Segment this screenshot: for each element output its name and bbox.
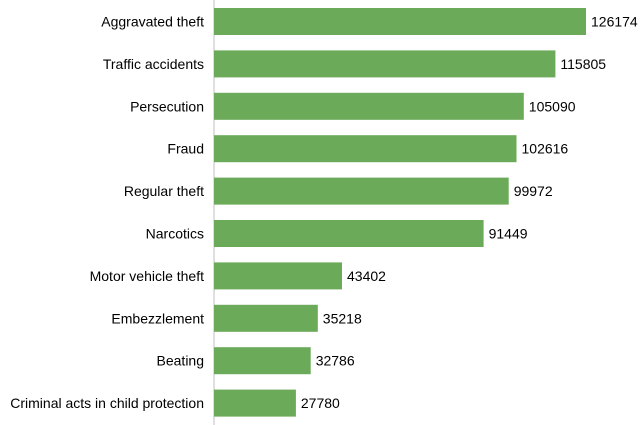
bar-9 — [214, 389, 296, 417]
bar-8 — [214, 347, 311, 375]
category-label-3: Fraud — [167, 141, 204, 157]
value-label-2: 105090 — [529, 98, 576, 114]
value-label-4: 99972 — [514, 183, 553, 199]
bar-4 — [214, 177, 509, 205]
value-label-7: 35218 — [323, 310, 362, 326]
bar-0 — [214, 8, 586, 35]
bar-3 — [214, 135, 517, 163]
value-label-8: 32786 — [316, 353, 355, 369]
category-label-7: Embezzlement — [111, 310, 204, 326]
category-label-6: Motor vehicle theft — [90, 268, 204, 284]
value-label-1: 115805 — [560, 56, 606, 72]
category-label-0: Aggravated theft — [101, 14, 204, 30]
value-label-9: 27780 — [301, 395, 340, 411]
bar-2 — [214, 92, 524, 120]
category-label-4: Regular theft — [124, 183, 204, 199]
category-labels-group: Aggravated theft Traffic accidents Persecu… — [10, 14, 204, 412]
bar-7 — [214, 304, 318, 332]
bars-group — [214, 8, 586, 417]
value-label-3: 102616 — [522, 141, 569, 157]
value-label-6: 43402 — [347, 268, 386, 284]
category-label-1: Traffic accidents — [103, 56, 204, 72]
value-label-5: 91449 — [489, 226, 528, 242]
category-label-8: Beating — [157, 353, 204, 369]
bar-5 — [214, 220, 484, 247]
category-label-2: Persecution — [130, 98, 204, 114]
category-label-5: Narcotics — [146, 226, 204, 242]
bar-1 — [214, 50, 556, 78]
value-label-0: 126174 — [591, 14, 638, 30]
category-label-9: Criminal acts in child protection — [10, 395, 204, 411]
value-labels-group: 126174 115805 105090 102616 99972 91449 43402 3… — [301, 14, 638, 412]
bar-6 — [214, 262, 342, 290]
